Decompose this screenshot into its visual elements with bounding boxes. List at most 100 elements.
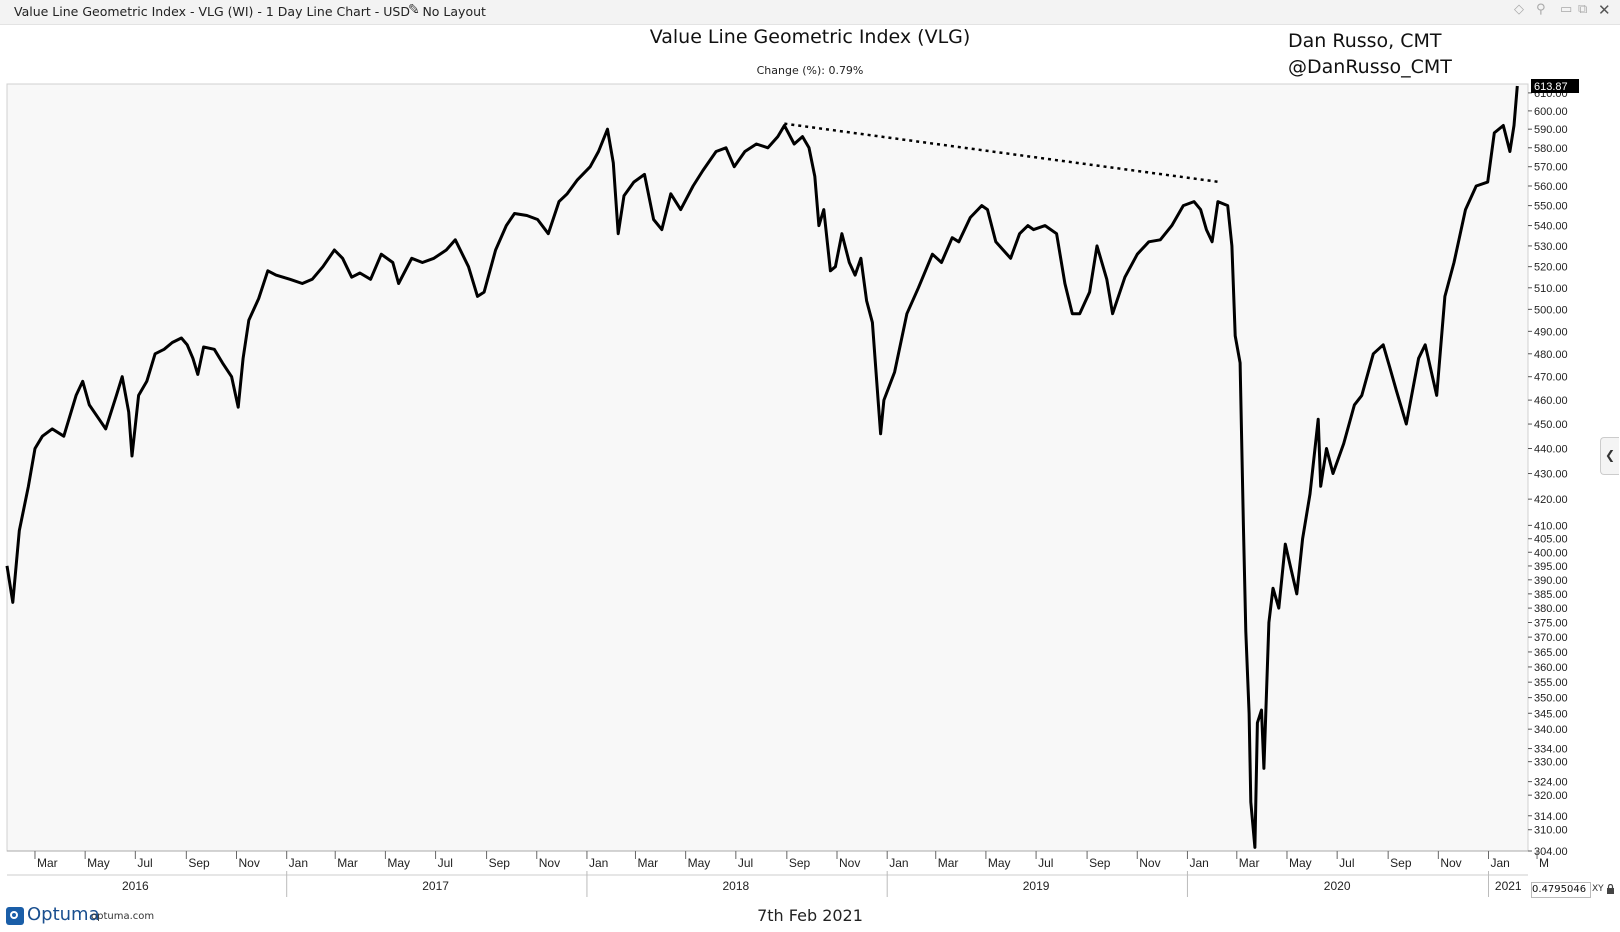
plot-area[interactable] (6, 83, 1529, 852)
side-panel-toggle[interactable]: ❮ (1600, 437, 1619, 475)
window-titlebar: Value Line Geometric Index - VLG (WI) - … (0, 0, 1620, 25)
x-month-label: Nov (839, 856, 860, 870)
x-month-label: Nov (1139, 856, 1160, 870)
x-month-label: Jul (1339, 856, 1354, 870)
x-month-label: May (688, 856, 711, 870)
minimize-icon[interactable]: ▭ (1560, 2, 1573, 17)
x-month-label: Mar (938, 856, 959, 870)
x-month-label: Nov (1440, 856, 1461, 870)
brand-name: Optuma (27, 904, 100, 925)
last-price-badge-bg (1531, 79, 1579, 94)
y-tick-label: 405.00 (1534, 534, 1568, 546)
y-tick-label: 330.00 (1534, 757, 1568, 769)
y-tick-label: 430.00 (1534, 469, 1568, 481)
y-tick-label: 314.00 (1534, 811, 1568, 823)
zoom-mode-label[interactable]: XY (1592, 884, 1604, 894)
chart-title: Value Line Geometric Index (VLG) (649, 26, 971, 48)
x-year-label: 2017 (422, 879, 449, 893)
y-tick-label: 390.00 (1534, 575, 1568, 587)
x-month-label: Jan (889, 856, 908, 870)
y-tick-label: 334.00 (1534, 744, 1568, 756)
y-tick-label: 450.00 (1534, 419, 1568, 431)
y-tick-label: 310.00 (1534, 825, 1568, 837)
last-price-badge: 613.87 (1531, 79, 1579, 94)
x-month-label: May (387, 856, 410, 870)
y-tick-label: 350.00 (1534, 693, 1568, 705)
y-tick-label: 490.00 (1534, 326, 1568, 338)
y-tick-label: 360.00 (1534, 662, 1568, 674)
x-month-label: Jul (438, 856, 453, 870)
y-axis: 610.00 600.00 590.00 580.00 570.00 560.00 550.… (1528, 88, 1568, 858)
y-tick-label: 520.00 (1534, 262, 1568, 274)
x-month-label: Jan (1491, 856, 1510, 870)
y-tick-label: 304.00 (1534, 846, 1568, 858)
restore-icon[interactable]: ⧉ (1578, 2, 1588, 17)
y-tick-label: 540.00 (1534, 221, 1568, 233)
y-tick-label: 480.00 (1534, 349, 1568, 361)
x-year-label: 2016 (122, 879, 149, 893)
y-tick-label: 370.00 (1534, 632, 1568, 644)
y-tick-label: 365.00 (1534, 647, 1568, 659)
x-year-label: 2021 (1495, 879, 1522, 893)
y-tick-label: 355.00 (1534, 677, 1568, 689)
x-month-label: Jul (738, 856, 753, 870)
x-month-label: Mar (37, 856, 58, 870)
change-percent: Change (%): 0.79% (756, 64, 864, 77)
author-handle: @DanRusso_CMT (1288, 56, 1452, 78)
x-month-label: Mar (1239, 856, 1260, 870)
y-tick-label: 375.00 (1534, 618, 1568, 630)
x-month-label: May (1289, 856, 1312, 870)
lock-icon[interactable] (1606, 884, 1615, 894)
brand-url[interactable]: optuma.com (91, 911, 155, 922)
y-tick-label: 420.00 (1534, 494, 1568, 506)
x-month-label: Jul (137, 856, 152, 870)
chevron-left-icon: ❮ (1604, 448, 1616, 462)
pencil-icon[interactable]: ✎ (408, 2, 420, 18)
x-month-label: May (988, 856, 1011, 870)
footer-bar (0, 898, 1620, 932)
x-month-label: Sep (1089, 856, 1111, 870)
window-title: Value Line Geometric Index - VLG (WI) - … (14, 4, 486, 19)
author-name: Dan Russo, CMT (1288, 30, 1442, 52)
y-tick-label: 395.00 (1534, 561, 1568, 573)
y-tick-label: 550.00 (1534, 201, 1568, 213)
y-tick-label: 340.00 (1534, 724, 1568, 736)
y-tick-label: 570.00 (1534, 162, 1568, 174)
x-axis: Mar May Jul Sep Nov Jan Mar May Jul Sep Nov Jan Mar M… (7, 850, 1549, 897)
zoom-input[interactable]: 0.4795046 (1531, 882, 1591, 898)
y-tick-label: 385.00 (1534, 589, 1568, 601)
x-month-label: Sep (789, 856, 811, 870)
close-icon[interactable]: ✕ (1598, 1, 1611, 19)
y-tick-label: 600.00 (1534, 106, 1568, 118)
y-tick-label: 320.00 (1534, 790, 1568, 802)
y-tick-label: 500.00 (1534, 304, 1568, 316)
y-tick-label: 400.00 (1534, 547, 1568, 559)
diamond-icon[interactable]: ◇ (1514, 2, 1524, 17)
pin-icon[interactable]: ⚲ (1536, 2, 1546, 17)
y-tick-label: 460.00 (1534, 395, 1568, 407)
y-tick-label: 440.00 (1534, 444, 1568, 456)
x-month-label: Sep (489, 856, 511, 870)
y-tick-label: 560.00 (1534, 181, 1568, 193)
footer-date: 7th Feb 2021 (757, 906, 863, 925)
x-month-label: Jan (589, 856, 608, 870)
y-tick-label: 530.00 (1534, 241, 1568, 253)
x-month-label: Sep (1390, 856, 1412, 870)
y-tick-label: 610.00 (1534, 88, 1568, 100)
x-year-label: 2018 (722, 879, 749, 893)
x-month-label: Jan (1189, 856, 1208, 870)
x-month-label: May (87, 856, 110, 870)
y-tick-label: 510.00 (1534, 283, 1568, 295)
x-month-label: Nov (539, 856, 560, 870)
x-month-label: Mar (337, 856, 358, 870)
x-month-label: M (1539, 856, 1549, 870)
optuma-logo-icon (6, 907, 24, 925)
y-tick-label: 580.00 (1534, 143, 1568, 155)
y-tick-label: 590.00 (1534, 124, 1568, 136)
y-tick-label: 470.00 (1534, 372, 1568, 384)
x-year-label: 2020 (1324, 879, 1351, 893)
x-month-label: Jan (289, 856, 308, 870)
y-tick-label: 345.00 (1534, 708, 1568, 720)
x-month-label: Nov (239, 856, 260, 870)
